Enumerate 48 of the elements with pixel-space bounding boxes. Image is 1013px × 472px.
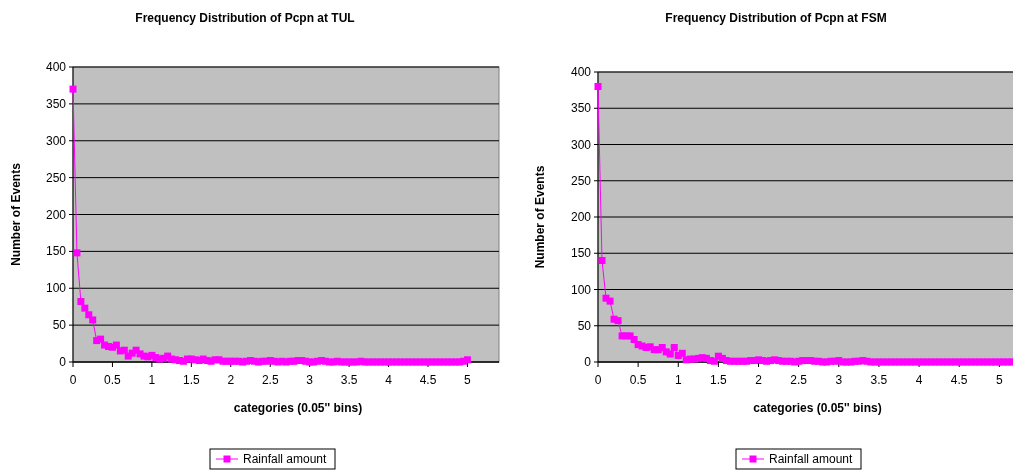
y-tick-label: 150 bbox=[570, 246, 592, 261]
x-tick-label: 2 bbox=[227, 373, 235, 387]
x-tick-label: 3 bbox=[306, 373, 314, 387]
y-tick-label: 150 bbox=[45, 244, 67, 259]
x-tick-label: 4 bbox=[385, 373, 393, 387]
y-tick-label: 200 bbox=[45, 207, 67, 222]
y-tick-label: 0 bbox=[59, 355, 67, 369]
x-tick-label: 1 bbox=[674, 373, 682, 387]
legend-label: Rainfall amount bbox=[769, 452, 854, 466]
y-tick-label: 50 bbox=[52, 318, 67, 333]
y-tick-label: 50 bbox=[577, 318, 592, 333]
x-tick-label: 1.5 bbox=[182, 373, 200, 387]
y-axis-title: Number of Events bbox=[533, 165, 547, 269]
y-tick-label: 300 bbox=[570, 137, 592, 152]
y-tick-label: 350 bbox=[45, 96, 67, 111]
x-tick-label: 2.5 bbox=[790, 373, 808, 387]
x-tick-label: 1.5 bbox=[710, 373, 728, 387]
y-tick-label: 100 bbox=[570, 282, 592, 297]
x-tick-label: 3.5 bbox=[340, 373, 358, 387]
y-tick-label: 400 bbox=[570, 65, 592, 79]
x-axis-title: categories (0.05'' bins) bbox=[233, 401, 363, 415]
x-tick-label: 4.5 bbox=[419, 373, 437, 387]
x-tick-label: 0 bbox=[594, 373, 602, 387]
chart-title: Frequency Distribution of Pcpn at TUL bbox=[135, 11, 355, 25]
x-axis-title: categories (0.05'' bins) bbox=[753, 401, 882, 415]
x-tick-label: 1 bbox=[148, 373, 156, 387]
y-tick-label: 250 bbox=[570, 173, 592, 188]
x-tick-label: 3.5 bbox=[870, 373, 888, 387]
x-tick-label: 4 bbox=[915, 373, 923, 387]
x-tick-label: 0.5 bbox=[629, 373, 647, 387]
y-tick-label: 100 bbox=[45, 281, 67, 296]
x-tick-label: 2.5 bbox=[261, 373, 279, 387]
x-tick-label: 5 bbox=[464, 373, 472, 387]
y-axis-title: Number of Events bbox=[9, 162, 23, 266]
x-tick-label: 0 bbox=[69, 373, 77, 387]
x-tick-label: 4.5 bbox=[950, 373, 968, 387]
y-tick-label: 200 bbox=[570, 210, 592, 224]
y-tick-label: 350 bbox=[570, 101, 592, 116]
y-tick-label: 400 bbox=[45, 60, 67, 74]
y-tick-label: 0 bbox=[584, 355, 592, 369]
x-tick-label: 5 bbox=[995, 373, 1003, 387]
x-tick-label: 0.5 bbox=[104, 373, 122, 387]
x-tick-label: 3 bbox=[835, 373, 843, 387]
chart-title: Frequency Distribution of Pcpn at FSM bbox=[665, 11, 887, 25]
y-tick-label: 300 bbox=[45, 133, 67, 148]
legend-label: Rainfall amount bbox=[243, 452, 328, 466]
x-tick-label: 2 bbox=[755, 373, 763, 387]
y-tick-label: 250 bbox=[45, 170, 67, 185]
